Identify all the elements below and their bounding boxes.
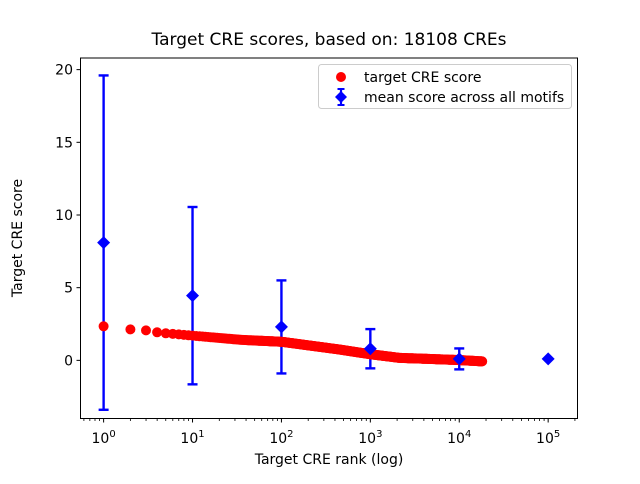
x-tick-label: 105 <box>536 429 560 447</box>
legend-target-score-marker <box>336 72 346 82</box>
mean-score-diamond <box>274 320 288 334</box>
x-tick-exponent: 5 <box>554 429 560 440</box>
legend-label-target-score: target CRE score <box>364 70 481 86</box>
mean-score-diamond <box>452 352 466 366</box>
x-tick-base: 10 <box>447 431 465 447</box>
mean-score-diamond <box>97 236 111 250</box>
x-tick-exponent: 2 <box>287 429 293 440</box>
x-tick-label: 102 <box>269 429 293 447</box>
y-tick-label: 5 <box>64 281 73 297</box>
x-tick-label: 101 <box>180 429 204 447</box>
y-tick-label: 10 <box>55 208 73 224</box>
y-tick-label: 20 <box>55 63 73 79</box>
target-score-dot <box>98 321 109 332</box>
y-tick-label: 0 <box>64 353 73 369</box>
x-tick-base: 10 <box>269 431 287 447</box>
y-axis-label: Target CRE score <box>10 179 26 298</box>
x-tick-base: 10 <box>180 431 198 447</box>
legend-mean-score-marker <box>335 91 347 103</box>
x-tick-base: 10 <box>92 431 110 447</box>
y-tick-label: 15 <box>55 135 73 151</box>
chart-title: Target CRE scores, based on: 18108 CREs <box>151 30 507 50</box>
x-tick-exponent: 4 <box>465 429 471 440</box>
target-cre-score-dots <box>98 321 488 367</box>
target-score-dot <box>477 356 488 367</box>
target-score-dot <box>125 324 136 335</box>
x-tick-label: 104 <box>447 429 471 447</box>
legend-label-mean-score: mean score across all motifs <box>364 90 564 106</box>
target-score-dot <box>152 327 163 338</box>
target-score-dot <box>141 325 151 336</box>
x-tick-label: 100 <box>92 429 116 447</box>
plot-frame <box>80 57 578 419</box>
x-tick-exponent: 3 <box>376 429 382 440</box>
x-axis-label: Target CRE rank (log) <box>254 452 404 468</box>
mean-score-diamond <box>541 352 555 366</box>
x-tick-label: 103 <box>358 429 382 447</box>
legend-box <box>318 64 572 109</box>
mean-score-diamond <box>363 342 377 356</box>
mean-score-diamonds <box>97 236 555 366</box>
x-tick-exponent: 1 <box>198 429 204 440</box>
mean-score-diamond <box>186 289 200 303</box>
x-tick-base: 10 <box>358 431 376 447</box>
x-tick-base: 10 <box>536 431 554 447</box>
x-tick-exponent: 0 <box>109 429 115 440</box>
